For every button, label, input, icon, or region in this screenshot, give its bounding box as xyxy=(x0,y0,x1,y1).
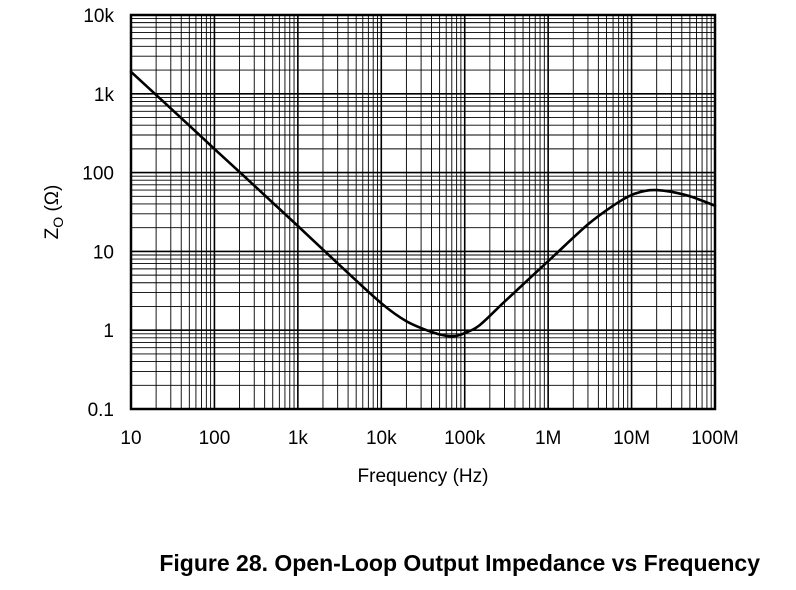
x-tick-label: 100k xyxy=(444,428,486,449)
y-tick-labels: 0.1 1 10 100 1k 10k xyxy=(82,6,114,421)
y-tick-label: 1 xyxy=(103,321,114,342)
y-axis-label: ZO (Ω) xyxy=(42,185,66,240)
grid xyxy=(130,15,715,410)
impedance-curve xyxy=(129,70,717,338)
y-tick-label: 10 xyxy=(93,242,114,263)
x-tick-label: 1k xyxy=(288,428,309,449)
x-tick-label: 100 xyxy=(199,428,231,449)
plot-frame xyxy=(129,13,717,411)
x-tick-label: 10k xyxy=(366,428,397,449)
y-axis-label-sub: O xyxy=(50,217,66,228)
x-tick-label: 100M xyxy=(691,428,739,449)
x-tick-labels: 10 100 1k 10k 100k 1M 10M 100M xyxy=(120,428,738,449)
x-tick-label: 1M xyxy=(535,428,561,449)
y-tick-label: 1k xyxy=(94,85,115,106)
y-tick-label: 100 xyxy=(82,164,114,185)
figure-caption: Figure 28. Open-Loop Output Impedance vs… xyxy=(159,550,760,576)
x-tick-label: 10M xyxy=(613,428,650,449)
y-axis-label-main: Z xyxy=(42,227,63,239)
x-axis-label: Frequency (Hz) xyxy=(358,466,489,487)
y-tick-label: 0.1 xyxy=(88,400,114,421)
y-axis-label-unit: (Ω) xyxy=(42,185,63,217)
x-tick-label: 10 xyxy=(120,428,141,449)
impedance-chart: 10 100 1k 10k 100k 1M 10M 100M 0.1 1 10 100 1k 10k F… xyxy=(42,6,739,487)
y-tick-label: 10k xyxy=(83,6,114,27)
